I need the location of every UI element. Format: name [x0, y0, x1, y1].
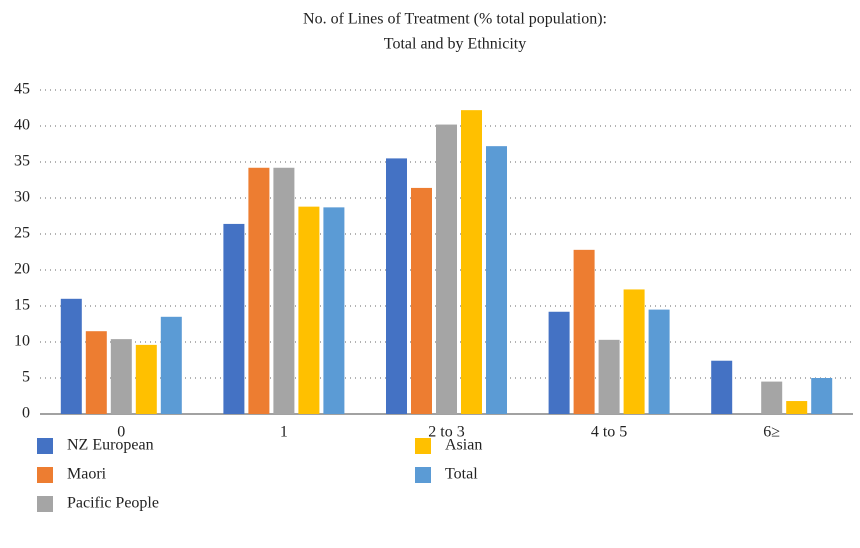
bar [298, 206, 320, 414]
legend-swatch [37, 438, 53, 454]
y-tick-label: 0 [22, 405, 30, 422]
legend-swatch [37, 496, 53, 512]
bar [386, 158, 407, 414]
legend-label: Asian [445, 437, 482, 454]
legend-label: Total [445, 466, 478, 483]
x-tick-label: 1 [280, 424, 288, 441]
x-tick-label: 4 to 5 [591, 424, 627, 441]
bar [548, 311, 570, 414]
legend-swatch [37, 467, 53, 483]
bar [60, 298, 82, 414]
chart-title: No. of Lines of Treatment (% total popul… [303, 11, 607, 28]
x-tick-label: 2 to 3 [428, 424, 464, 441]
legend-swatch [415, 438, 431, 454]
bar [711, 360, 733, 414]
bar [411, 187, 432, 414]
y-tick-label: 40 [14, 117, 30, 134]
chart-title: Total and by Ethnicity [384, 36, 526, 53]
y-tick-label: 25 [14, 225, 30, 242]
y-tick-label: 5 [22, 369, 30, 386]
legend-label: NZ European [67, 437, 154, 454]
bar [573, 249, 595, 414]
y-tick-label: 45 [14, 81, 30, 98]
x-tick-label: 0 [117, 424, 125, 441]
bar [486, 146, 507, 414]
y-tick-label: 10 [14, 333, 30, 350]
bar [223, 223, 245, 414]
legend-label: Pacific People [67, 495, 159, 512]
bar [623, 289, 645, 414]
bar [110, 339, 132, 414]
bar [135, 344, 157, 414]
bar [786, 401, 808, 414]
x-tick-label: 6≥ [763, 424, 780, 441]
bar [811, 378, 833, 414]
bar [160, 316, 182, 414]
bar [323, 207, 345, 414]
bar [761, 381, 783, 414]
bar [436, 124, 457, 414]
bar [85, 331, 107, 414]
y-tick-label: 35 [14, 153, 30, 170]
legend-swatch [415, 467, 431, 483]
bar [248, 167, 270, 414]
y-tick-label: 30 [14, 189, 30, 206]
y-tick-label: 15 [14, 297, 30, 314]
legend-label: Maori [67, 466, 107, 483]
bar [648, 309, 670, 414]
bar [461, 110, 482, 414]
bar [598, 339, 620, 414]
bar [273, 167, 295, 414]
y-tick-label: 20 [14, 261, 30, 278]
